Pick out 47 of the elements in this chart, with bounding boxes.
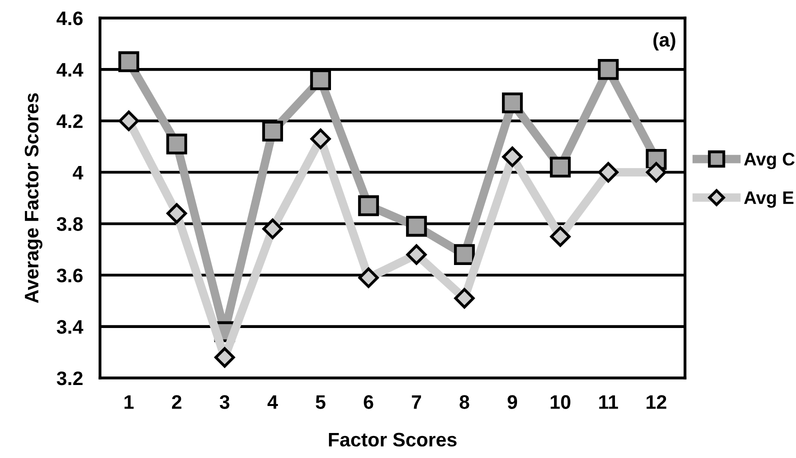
point <box>502 92 523 114</box>
point <box>598 162 619 183</box>
x-tick-label: 6 <box>364 395 374 409</box>
x-tick-label: 10 <box>550 395 570 409</box>
point <box>118 110 139 132</box>
point <box>262 218 283 240</box>
point <box>166 134 188 154</box>
x-tick-label: 1 <box>124 395 134 409</box>
legend-label: Avg E <box>744 191 794 208</box>
x-tick-label: 7 <box>412 395 422 409</box>
point <box>358 267 379 288</box>
x-tick-label: 5 <box>316 395 326 409</box>
point <box>214 347 235 368</box>
y-tick-label: 4 <box>72 166 84 180</box>
y-tick-label: 3.4 <box>56 320 84 334</box>
x-axis-title: Factor Scores <box>328 432 457 447</box>
x-tick-label: 8 <box>460 395 470 409</box>
y-tick-label: 3.2 <box>56 371 83 386</box>
point <box>454 288 475 309</box>
x-tick-label: 12 <box>646 395 666 409</box>
legend-label: Avg C <box>744 152 795 170</box>
x-tick-label: 2 <box>172 395 182 409</box>
y-tick-label: 4.2 <box>56 114 83 128</box>
point <box>598 59 619 80</box>
point <box>310 128 331 150</box>
point <box>358 195 379 216</box>
y-tick-label: 4.6 <box>56 11 83 26</box>
point <box>406 244 427 265</box>
x-tick-label: 3 <box>220 395 230 409</box>
y-tick-label: 3.6 <box>56 268 83 282</box>
y-tick-label: 3.8 <box>56 217 83 231</box>
x-tick-label: 11 <box>599 395 618 409</box>
y-tick-label: 4.4 <box>56 63 84 76</box>
point <box>310 69 331 90</box>
x-tick-label: 9 <box>508 395 518 409</box>
annotation: (a) <box>653 32 676 51</box>
point <box>550 226 571 247</box>
y-axis-title: Average Factor Scores <box>24 93 42 304</box>
point <box>454 244 475 265</box>
point <box>262 120 284 142</box>
point <box>646 162 666 183</box>
point <box>166 203 187 224</box>
point <box>502 146 523 168</box>
point <box>550 156 571 178</box>
x-tick-label: 4 <box>268 395 278 409</box>
point <box>118 51 140 72</box>
point <box>406 216 427 237</box>
